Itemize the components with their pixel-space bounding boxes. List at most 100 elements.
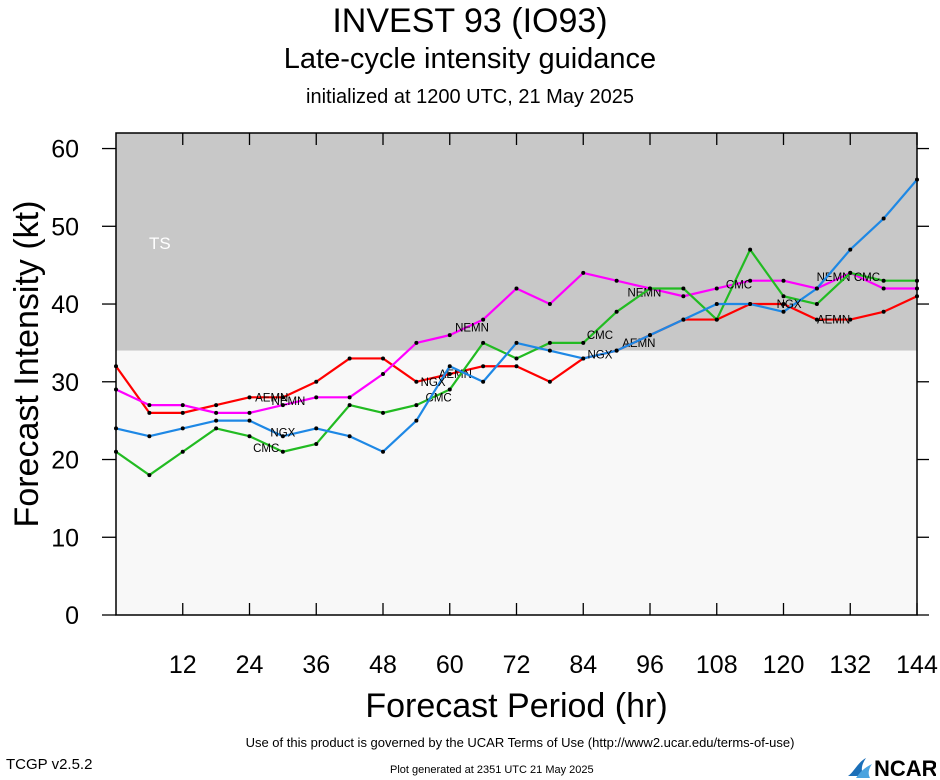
x-tick-label: 84 [569, 651, 597, 679]
data-point-ngx [280, 434, 285, 439]
data-point-ngx [614, 348, 619, 353]
data-point-aemn [447, 372, 452, 376]
data-point-cmc [614, 309, 619, 314]
data-point-nemn [481, 317, 486, 322]
data-point-ngx [648, 333, 652, 338]
series-label-aemn: AEMN [622, 338, 655, 350]
data-point-nemn [581, 270, 586, 275]
data-point-ngx [681, 317, 686, 322]
data-point-nemn [314, 395, 319, 400]
data-point-aemn [347, 356, 352, 361]
data-point-cmc [881, 278, 886, 283]
data-point-aemn [781, 302, 786, 307]
data-point-ngx [748, 302, 753, 307]
series-label-aemn: AEMN [817, 315, 850, 327]
data-point-nemn [614, 278, 619, 283]
data-point-cmc [714, 317, 719, 322]
data-point-cmc [681, 286, 686, 291]
data-point-ngx [547, 348, 552, 353]
y-axis-label: Forecast Intensity (kt) [8, 201, 46, 528]
chart-subtitle: Late-cycle intensity guidance [283, 43, 657, 75]
data-point-aemn [180, 410, 185, 415]
series-label-ngx: NGX [270, 427, 295, 439]
terms-of-use-notice: Use of this product is governed by the U… [245, 735, 795, 750]
data-point-cmc [481, 340, 486, 345]
x-tick-label: 48 [369, 651, 397, 679]
data-point-cmc [414, 403, 419, 408]
data-point-aemn [114, 364, 118, 369]
data-point-nemn [414, 340, 419, 345]
ncar-logo: NCAR [848, 756, 936, 780]
data-point-ngx [214, 418, 219, 423]
data-point-cmc [180, 449, 185, 454]
data-point-aemn [881, 309, 886, 314]
data-point-cmc [514, 356, 519, 361]
data-point-ngx [147, 434, 152, 439]
x-tick-label: 36 [302, 651, 330, 679]
data-point-ngx [881, 216, 886, 221]
y-tick-label: 20 [51, 447, 79, 475]
data-point-ngx [314, 426, 319, 431]
data-point-ngx [915, 177, 919, 182]
data-point-ngx [180, 426, 185, 431]
data-point-nemn [247, 410, 252, 415]
data-point-aemn [214, 403, 219, 408]
data-point-ngx [247, 418, 252, 423]
band-label-ts: TS [149, 234, 171, 253]
data-point-nemn [147, 403, 152, 408]
data-point-ngx [848, 247, 853, 252]
y-tick-label: 40 [51, 291, 79, 319]
data-point-aemn [514, 364, 519, 369]
data-point-nemn [714, 286, 719, 291]
data-point-nemn [347, 395, 352, 400]
data-point-aemn [547, 379, 552, 384]
data-point-cmc [214, 426, 219, 431]
data-point-cmc [147, 473, 152, 478]
data-point-cmc [547, 340, 552, 345]
x-tick-label: 108 [696, 651, 738, 679]
series-label-ngx: NGX [587, 350, 612, 362]
x-tick-label: 144 [896, 651, 938, 679]
data-point-aemn [147, 410, 152, 415]
data-point-aemn [414, 379, 419, 384]
data-point-aemn [848, 317, 853, 322]
series-label-nemn: NEMN [272, 396, 306, 408]
y-tick-label: 10 [51, 524, 79, 552]
data-point-cmc [648, 286, 652, 291]
data-point-aemn [280, 395, 285, 400]
y-tick-label: 60 [51, 136, 79, 164]
data-point-nemn [915, 286, 919, 291]
data-point-cmc [347, 403, 352, 408]
x-tick-label: 24 [236, 651, 264, 679]
data-point-cmc [447, 387, 452, 392]
data-point-cmc [781, 294, 786, 299]
data-point-ngx [781, 309, 786, 314]
data-point-ngx [714, 302, 719, 307]
data-point-ngx [514, 340, 519, 345]
data-point-nemn [280, 403, 285, 408]
data-point-aemn [381, 356, 385, 361]
series-label-cmc: CMC [726, 280, 752, 292]
chart-initialization: initialized at 1200 UTC, 21 May 2025 [306, 86, 634, 108]
data-point-nemn [514, 286, 519, 291]
data-point-cmc [247, 434, 252, 439]
data-point-ngx [381, 449, 385, 454]
data-point-cmc [814, 302, 819, 307]
intensity-band-below-ts [116, 350, 917, 615]
data-point-ngx [581, 356, 586, 361]
y-tick-label: 50 [51, 213, 79, 241]
data-point-ngx [447, 364, 452, 369]
y-tick-label: 30 [51, 369, 79, 397]
data-point-aemn [915, 294, 919, 299]
data-point-nemn [781, 278, 786, 283]
data-point-cmc [114, 449, 118, 454]
svg-text:NCAR: NCAR [874, 756, 936, 780]
data-point-nemn [214, 410, 219, 415]
intensity-band-ts [116, 133, 917, 351]
data-point-nemn [681, 294, 686, 299]
data-point-nemn [547, 302, 552, 307]
y-tick-label: 0 [65, 602, 79, 630]
data-point-aemn [314, 379, 319, 384]
data-point-aemn [247, 395, 252, 400]
